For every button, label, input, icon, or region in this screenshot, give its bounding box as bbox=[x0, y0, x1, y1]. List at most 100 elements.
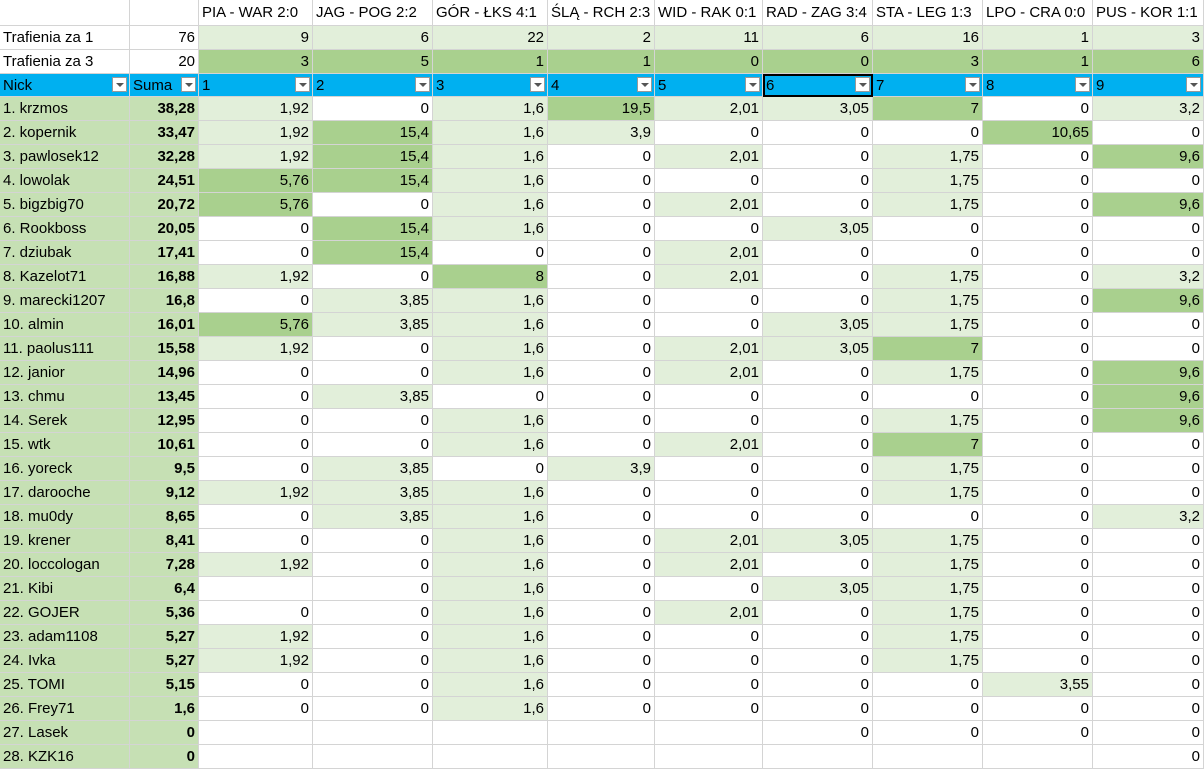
filter-button[interactable] bbox=[181, 77, 196, 92]
score: 1,6 bbox=[433, 337, 548, 361]
empty-cell bbox=[0, 0, 130, 26]
score: 0 bbox=[199, 673, 313, 697]
filter-button[interactable] bbox=[530, 77, 545, 92]
score: 0 bbox=[655, 169, 763, 193]
column-header: 3 bbox=[433, 74, 548, 97]
filter-button[interactable] bbox=[965, 77, 980, 92]
score: 3,05 bbox=[763, 577, 873, 601]
score: 1,92 bbox=[199, 121, 313, 145]
match-header: GÓR - ŁKS 4:1 bbox=[433, 0, 548, 26]
total: 0 bbox=[130, 745, 199, 769]
score: 0 bbox=[983, 649, 1093, 673]
total: 9,12 bbox=[130, 481, 199, 505]
score: 0 bbox=[1093, 337, 1204, 361]
score: 1,6 bbox=[433, 625, 548, 649]
score: 0 bbox=[655, 625, 763, 649]
score: 9,6 bbox=[1093, 385, 1204, 409]
score: 1,6 bbox=[433, 553, 548, 577]
column-header: Nick bbox=[0, 74, 130, 97]
score: 3,9 bbox=[548, 457, 655, 481]
score: 0 bbox=[548, 193, 655, 217]
score: 1,6 bbox=[433, 289, 548, 313]
total: 8,41 bbox=[130, 529, 199, 553]
score bbox=[655, 721, 763, 745]
score: 2,01 bbox=[655, 265, 763, 289]
filter-button[interactable] bbox=[1186, 77, 1201, 92]
filter-button[interactable] bbox=[295, 77, 310, 92]
score: 3,55 bbox=[983, 673, 1093, 697]
nick: 13. chmu bbox=[0, 385, 130, 409]
score: 0 bbox=[313, 361, 433, 385]
score: 2,01 bbox=[655, 241, 763, 265]
score: 2,01 bbox=[655, 145, 763, 169]
score: 0 bbox=[655, 649, 763, 673]
total: 24,51 bbox=[130, 169, 199, 193]
score: 0 bbox=[1093, 673, 1204, 697]
score: 7 bbox=[873, 337, 983, 361]
score: 3,9 bbox=[548, 121, 655, 145]
total: 15,58 bbox=[130, 337, 199, 361]
score: 1,75 bbox=[873, 481, 983, 505]
nick: 28. KZK16 bbox=[0, 745, 130, 769]
total: 20,05 bbox=[130, 217, 199, 241]
score: 0 bbox=[1093, 217, 1204, 241]
total: 5,27 bbox=[130, 625, 199, 649]
score: 15,4 bbox=[313, 169, 433, 193]
score: 0 bbox=[313, 601, 433, 625]
score: 0 bbox=[199, 361, 313, 385]
score bbox=[763, 745, 873, 769]
score: 2,01 bbox=[655, 337, 763, 361]
score: 1,92 bbox=[199, 337, 313, 361]
column-header: 2 bbox=[313, 74, 433, 97]
score: 0 bbox=[763, 457, 873, 481]
score: 0 bbox=[873, 217, 983, 241]
score: 1,6 bbox=[433, 601, 548, 625]
summary-value: 3 bbox=[1093, 26, 1204, 50]
score: 5,76 bbox=[199, 169, 313, 193]
score: 0 bbox=[548, 361, 655, 385]
filter-button[interactable] bbox=[745, 77, 760, 92]
score: 1,75 bbox=[873, 553, 983, 577]
summary-value: 3 bbox=[873, 50, 983, 74]
summary-value: 11 bbox=[655, 26, 763, 50]
score: 1,6 bbox=[433, 529, 548, 553]
score: 19,5 bbox=[548, 97, 655, 121]
match-header: RAD - ZAG 3:4 bbox=[763, 0, 873, 26]
filter-button[interactable] bbox=[112, 77, 127, 92]
score: 10,65 bbox=[983, 121, 1093, 145]
filter-button[interactable] bbox=[415, 77, 430, 92]
score: 0 bbox=[983, 553, 1093, 577]
score: 0 bbox=[199, 601, 313, 625]
score: 0 bbox=[873, 697, 983, 721]
nick: 16. yoreck bbox=[0, 457, 130, 481]
score: 0 bbox=[983, 433, 1093, 457]
score: 0 bbox=[763, 553, 873, 577]
score: 0 bbox=[199, 529, 313, 553]
score: 0 bbox=[1093, 121, 1204, 145]
filter-button[interactable] bbox=[637, 77, 652, 92]
summary-value: 1 bbox=[983, 26, 1093, 50]
score: 0 bbox=[199, 217, 313, 241]
filter-button[interactable] bbox=[1075, 77, 1090, 92]
score bbox=[313, 721, 433, 745]
total: 5,27 bbox=[130, 649, 199, 673]
score: 0 bbox=[983, 193, 1093, 217]
score: 0 bbox=[313, 193, 433, 217]
score: 0 bbox=[655, 697, 763, 721]
match-header: JAG - POG 2:2 bbox=[313, 0, 433, 26]
score: 0 bbox=[763, 625, 873, 649]
score: 1,6 bbox=[433, 121, 548, 145]
score: 1,6 bbox=[433, 481, 548, 505]
score: 0 bbox=[313, 625, 433, 649]
score: 3,2 bbox=[1093, 97, 1204, 121]
summary-value: 1 bbox=[433, 50, 548, 74]
nick: 22. GOJER bbox=[0, 601, 130, 625]
score: 0 bbox=[548, 505, 655, 529]
score: 1,75 bbox=[873, 289, 983, 313]
score: 0 bbox=[763, 721, 873, 745]
score: 0 bbox=[655, 409, 763, 433]
score: 1,92 bbox=[199, 625, 313, 649]
score: 0 bbox=[548, 529, 655, 553]
score: 0 bbox=[983, 313, 1093, 337]
filter-button[interactable] bbox=[855, 77, 870, 92]
